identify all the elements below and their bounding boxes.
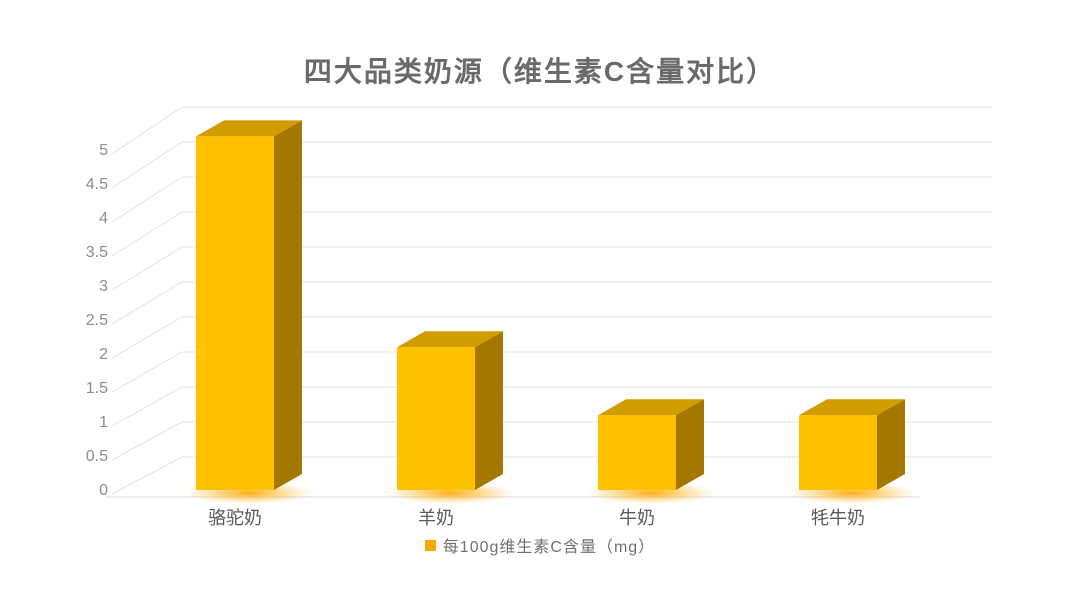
y-axis-tick-line — [111, 211, 183, 257]
y-axis-tick-line — [111, 421, 183, 461]
y-axis-tick-line — [111, 141, 183, 189]
legend-swatch-icon — [424, 539, 436, 551]
bar-side-face-0[interactable] — [274, 120, 302, 491]
y-axis-tick-label: 0 — [99, 482, 108, 499]
y-axis-tick-line — [111, 456, 183, 495]
y-axis-tick-label: 3.5 — [86, 244, 108, 261]
y-axis-tick-line — [111, 316, 183, 359]
y-axis-tick-label: 0.5 — [86, 448, 108, 465]
y-axis-tick-label: 2.5 — [86, 312, 108, 329]
bar-top-face-1[interactable] — [397, 331, 503, 348]
x-axis-category-label: 羊奶 — [418, 508, 454, 528]
bar-side-face-3[interactable] — [877, 399, 905, 490]
y-axis-tick-label: 2 — [99, 346, 108, 363]
plot-area: 0 0.5 1 1.5 2 2.5 3 3.5 4 4.5 5 — [86, 106, 992, 504]
y-axis-tick-line — [111, 106, 183, 155]
y-axis-tick-line — [111, 351, 183, 393]
legend: 每100g维生素C含量（mg） — [0, 533, 1080, 557]
y-axis-tick-line — [111, 386, 183, 427]
y-axis-tick-label: 3 — [99, 278, 108, 295]
chart-title: 四大品类奶源（维生素C含量对比） — [303, 56, 777, 87]
bar-front-face-0[interactable] — [196, 136, 274, 490]
legend-label: 每100g维生素C含量（mg） — [442, 539, 656, 556]
y-axis-tick-line — [111, 176, 183, 223]
x-axis-category-label: 牦牛奶 — [811, 508, 865, 528]
bar-top-face-0[interactable] — [196, 120, 302, 137]
bar-side-face-2[interactable] — [676, 399, 704, 490]
y-axis-tick-label: 1 — [99, 414, 108, 431]
bar-front-face-3[interactable] — [799, 415, 877, 490]
y-axis-tick-label: 1.5 — [86, 380, 108, 397]
y-axis-tick-label: 4.5 — [86, 176, 108, 193]
bar-front-face-1[interactable] — [397, 347, 475, 490]
bar-side-face-1[interactable] — [475, 331, 503, 490]
bar-top-face-3[interactable] — [799, 399, 905, 416]
x-axis-category-label: 骆驼奶 — [208, 508, 262, 528]
y-axis-tick-line — [111, 246, 183, 291]
y-axis-tick-line — [111, 281, 183, 325]
bar-front-face-2[interactable] — [598, 415, 676, 490]
y-axis-tick-label: 4 — [99, 210, 108, 227]
x-axis-category-label: 牛奶 — [619, 508, 655, 528]
bar-top-face-2[interactable] — [598, 399, 704, 416]
y-axis-tick-label: 5 — [99, 142, 108, 159]
